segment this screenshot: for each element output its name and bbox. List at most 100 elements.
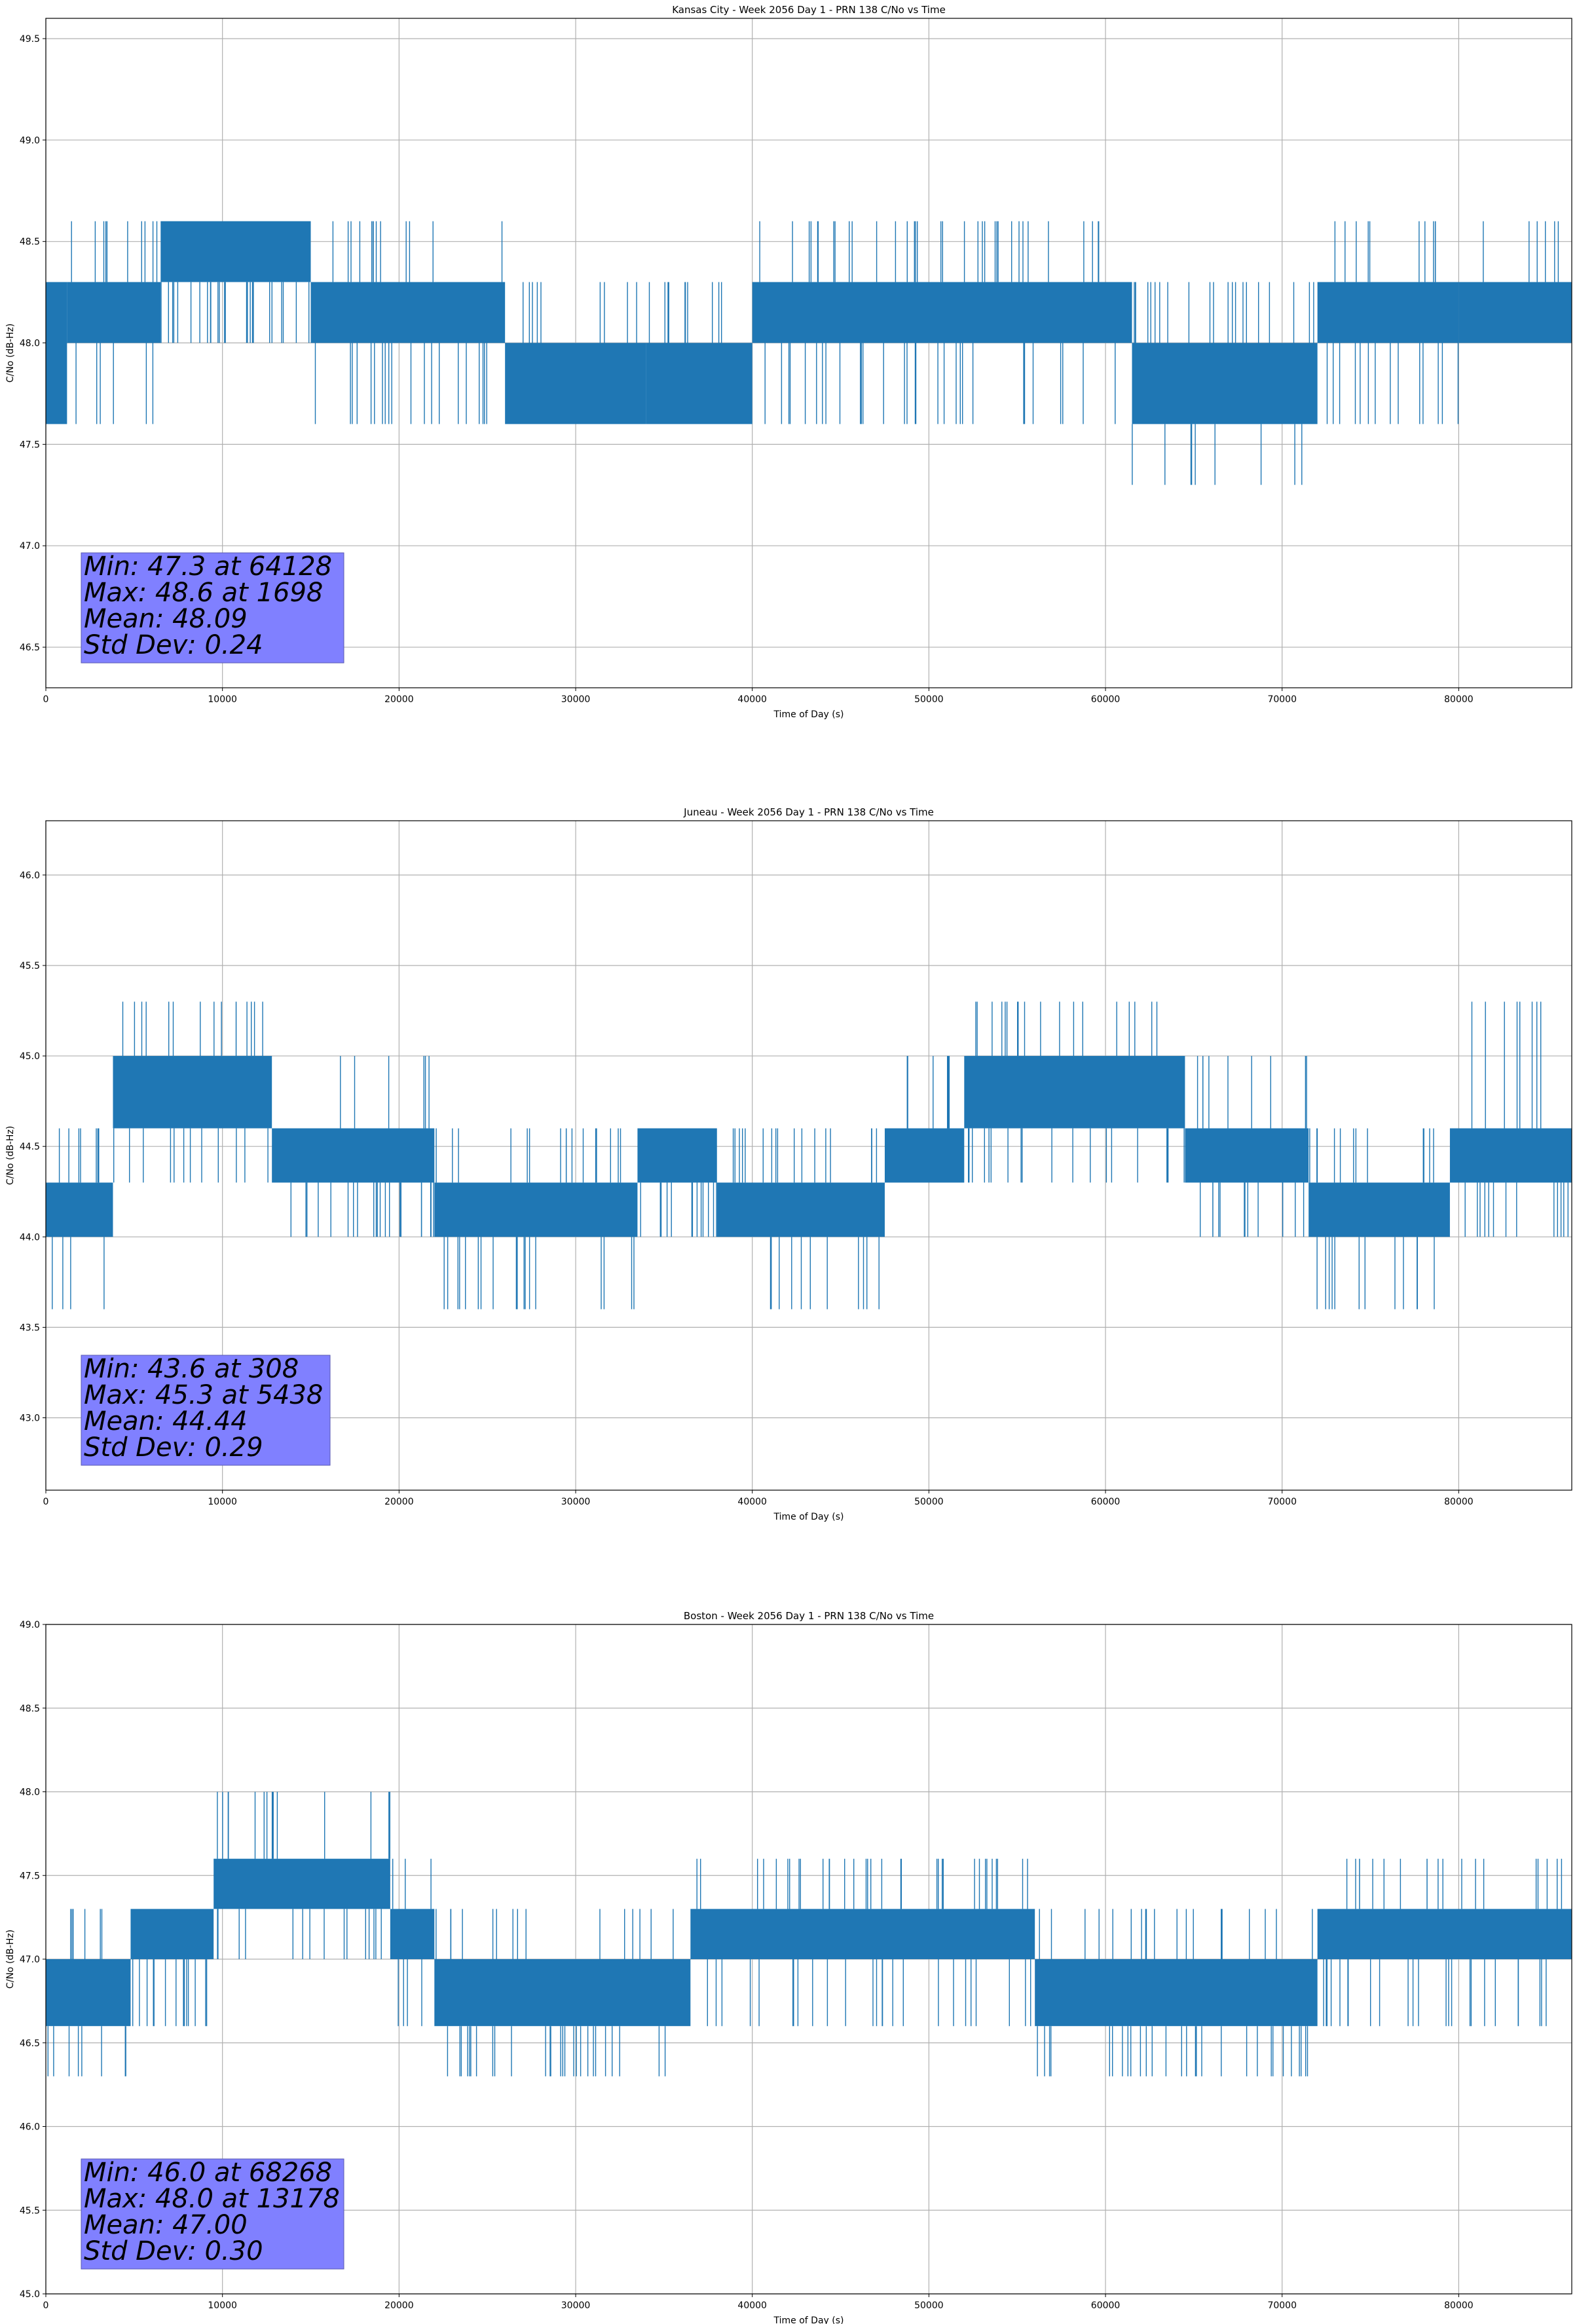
series-spikes — [1323, 1858, 1563, 2027]
stats-line: Mean: 47.00 — [84, 2210, 248, 2240]
stats-box — [81, 2158, 344, 2270]
y-tick-label: 48.5 — [20, 1704, 40, 1714]
series-band — [46, 282, 67, 424]
series-band — [1132, 343, 1318, 424]
series-band — [637, 1128, 717, 1183]
x-axis-label: Time of Day (s) — [773, 2315, 844, 2324]
y-tick-label: 45.0 — [20, 1051, 40, 1062]
series-spikes — [648, 282, 722, 343]
series-spikes — [523, 282, 637, 343]
series-spikes — [732, 1128, 880, 1309]
series-band — [434, 1182, 638, 1237]
y-tick-label: 47.0 — [20, 1955, 40, 1965]
plot-frame — [45, 820, 1572, 1491]
series-spikes — [1326, 221, 1459, 424]
y-tick-label: 48.5 — [20, 237, 40, 248]
series-band — [113, 1056, 272, 1129]
series-spikes — [436, 1128, 635, 1309]
stats-line: Min: 47.3 at 64128 — [84, 552, 332, 582]
series-spikes — [290, 1056, 434, 1237]
series-segment — [1458, 221, 1572, 343]
series-band — [1458, 282, 1572, 343]
chart-title: Juneau - Week 2056 Day 1 - PRN 138 C/No … — [683, 806, 934, 818]
series-spikes — [640, 1182, 717, 1237]
series-spikes — [392, 1858, 432, 2027]
series-band — [1449, 1128, 1572, 1183]
y-tick-label: 43.0 — [20, 1414, 40, 1424]
y-tick-label: 46.0 — [20, 871, 40, 881]
y-tick-label: 47.5 — [20, 1871, 40, 1881]
series-segment — [884, 1056, 965, 1183]
y-tick-label: 49.5 — [20, 34, 40, 45]
stats-line: Mean: 48.09 — [84, 604, 248, 634]
y-tick-label: 49.0 — [20, 136, 40, 146]
series-spikes — [217, 1791, 390, 1959]
y-tick-label: 44.5 — [20, 1142, 40, 1152]
series-band — [390, 1909, 435, 1959]
series-band — [310, 282, 506, 343]
series-spikes — [52, 1128, 105, 1309]
series-band — [1035, 1959, 1318, 2027]
series-spikes — [1132, 282, 1314, 485]
x-tick-label: 70000 — [1267, 694, 1297, 705]
series-band — [964, 1056, 1185, 1129]
series-segment — [67, 221, 161, 424]
plot-frame — [45, 18, 1572, 688]
x-tick-label: 20000 — [384, 694, 414, 705]
stats-line: Min: 46.0 at 68268 — [84, 2158, 332, 2188]
series-spikes — [1037, 1909, 1313, 2076]
series-segment — [434, 1128, 638, 1309]
x-tick-label: 70000 — [1267, 1497, 1297, 1507]
x-tick-label: 80000 — [1444, 1497, 1474, 1507]
series-spikes — [314, 221, 503, 424]
series-segment — [637, 1128, 717, 1237]
x-tick-label: 70000 — [1267, 2300, 1297, 2311]
x-tick-label: 20000 — [384, 2300, 414, 2311]
x-tick-label: 50000 — [914, 694, 944, 705]
series-band — [434, 1959, 691, 2027]
stats-line: Max: 48.0 at 13178 — [84, 2184, 340, 2214]
y-tick-label: 46.5 — [20, 2038, 40, 2049]
series-band — [67, 282, 161, 343]
x-tick-label: 0 — [43, 1497, 49, 1507]
series-segment — [1185, 1056, 1309, 1237]
series-line — [46, 1791, 1572, 2076]
series-segment — [752, 221, 1132, 424]
chart-panel-1: 0 10000 20000 30000 40000 50000 60000 70000 8000… — [5, 4, 1572, 720]
y-axis-label: C/No (dB-Hz) — [5, 1930, 16, 1989]
series-band — [1317, 1909, 1572, 1959]
y-tick-label: 49.0 — [20, 1620, 40, 1630]
x-tick-label: 40000 — [737, 2300, 767, 2311]
series-band — [46, 1182, 113, 1237]
series-segment — [272, 1056, 435, 1237]
chart-panel-2: 0 10000 20000 30000 40000 50000 60000 70000 8000… — [5, 806, 1572, 1522]
x-tick-label: 10000 — [208, 694, 237, 705]
series-segment — [505, 282, 646, 424]
series-segment — [213, 1791, 390, 1959]
x-tick-label: 40000 — [737, 1497, 767, 1507]
series-segment — [1308, 1128, 1450, 1309]
series-spikes — [1309, 1128, 1435, 1309]
series-segment — [964, 1002, 1185, 1183]
stats-line: Mean: 44.44 — [84, 1406, 248, 1436]
x-tick-label: 0 — [43, 694, 49, 705]
x-tick-label: 40000 — [737, 694, 767, 705]
series-band — [160, 221, 311, 282]
x-tick-label: 80000 — [1444, 2300, 1474, 2311]
stats-line: Max: 48.6 at 1698 — [84, 578, 323, 608]
series-segment — [46, 282, 67, 424]
chart-title: Kansas City - Week 2056 Day 1 - PRN 138 … — [672, 4, 946, 16]
series-segment — [716, 1128, 885, 1309]
series-band — [1308, 1182, 1450, 1237]
stats-box — [81, 1355, 331, 1466]
series-line — [46, 221, 1572, 485]
series-segment — [1132, 282, 1318, 485]
x-tick-label: 80000 — [1444, 694, 1474, 705]
x-tick-label: 60000 — [1091, 1497, 1121, 1507]
x-axis-label: Time of Day (s) — [773, 1512, 844, 1522]
stats-line: Std Dev: 0.24 — [84, 630, 263, 660]
series-spikes — [132, 1959, 208, 2027]
series-segment — [390, 1858, 435, 2027]
series-spikes — [436, 1909, 674, 2076]
series-band — [884, 1128, 965, 1183]
